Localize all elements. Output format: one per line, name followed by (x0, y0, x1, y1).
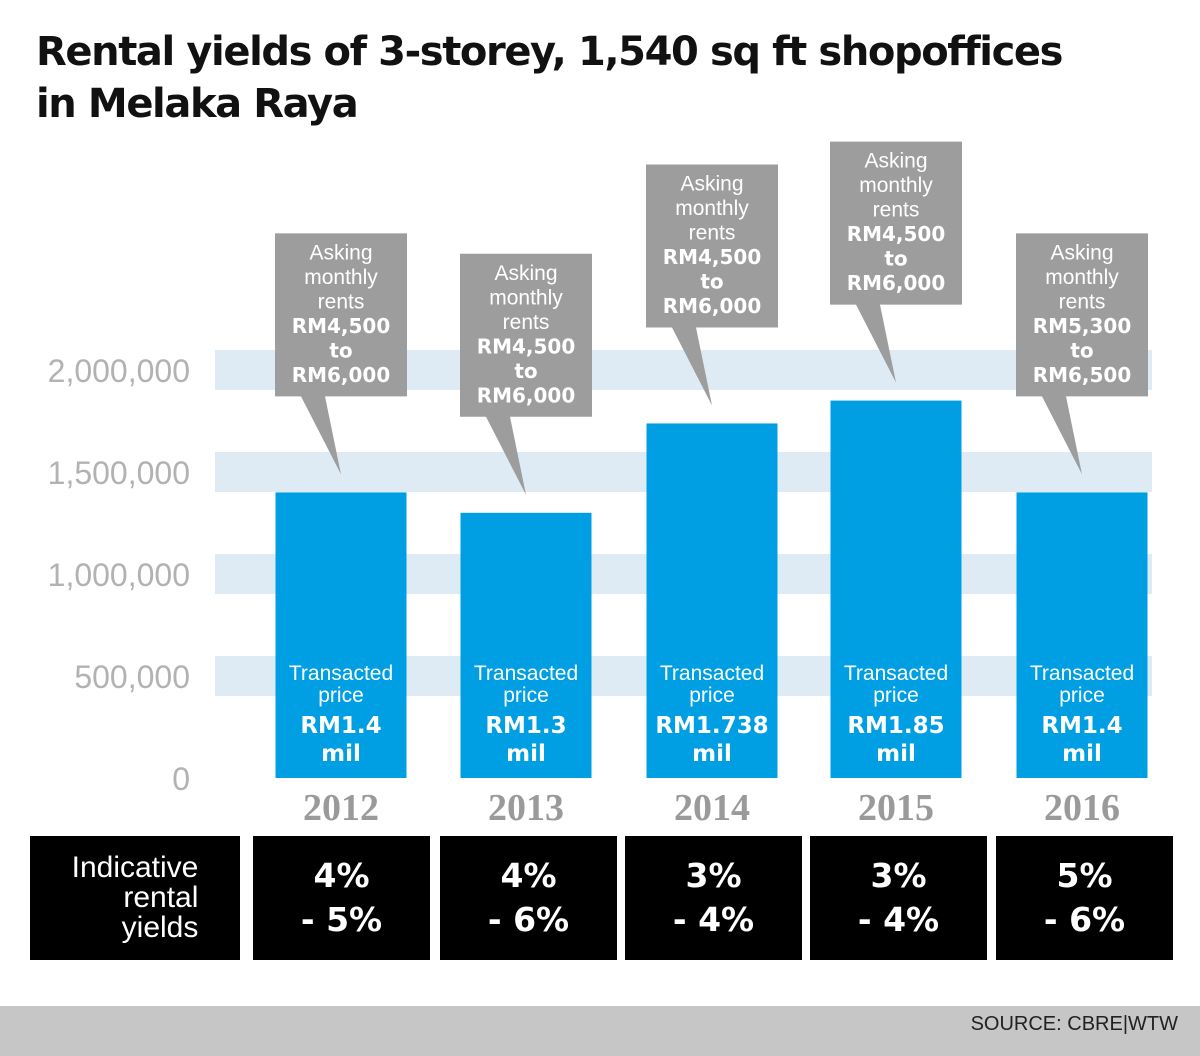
bar-value-3: RM1.85 (847, 713, 944, 739)
source-label: SOURCE: CBRE|WTW (970, 1013, 1178, 1035)
x-tick-label-1: 2013 (488, 787, 564, 829)
callout-label-4-1: monthly (1045, 266, 1119, 289)
y-tick-label-0: 0 (172, 761, 190, 797)
chart-title-line-1: Rental yields of 3-storey, 1,540 sq ft s… (36, 29, 1063, 75)
x-tick-label-3: 2015 (858, 787, 934, 829)
callout-2015 (830, 141, 962, 383)
bar-value-2: RM1.738 (655, 713, 768, 739)
bar-label-line-1-2: Transacted (660, 662, 764, 685)
callout-label-3-0: Asking (864, 150, 927, 173)
bar-label-line-2-0: price (318, 684, 364, 707)
y-tick-label-2: 1,000,000 (48, 557, 190, 593)
callout-label-3-1: monthly (859, 174, 933, 197)
callout-2013 (460, 253, 592, 495)
bar-chart: 0 500,000 1,000,000 1,500,000 2,000,000 Trans… (48, 141, 1152, 829)
callout-value-3-1: to (884, 247, 907, 271)
bar-2014 (646, 423, 778, 778)
callout-value-2-2: RM6,000 (663, 294, 762, 318)
callout-value-0-0: RM4,500 (292, 314, 391, 338)
callout-label-1-0: Asking (494, 262, 557, 285)
x-tick-label-0: 2012 (303, 787, 379, 829)
bar-value-unit-4: mil (1062, 741, 1102, 767)
chart-title: Rental yields of 3-storey, 1,540 sq ft s… (36, 26, 1176, 130)
callout-2016 (1016, 233, 1148, 475)
callout-value-4-0: RM5,300 (1033, 314, 1132, 338)
callout-value-2-0: RM4,500 (663, 245, 762, 269)
bar-value-4: RM1.4 (1041, 713, 1122, 739)
bar-label-line-2-1: price (503, 684, 549, 707)
chart-title-line-2: in Melaka Raya (36, 81, 359, 127)
yield-header-label: Indicative rental yields (71, 851, 199, 944)
bar-2013 (460, 512, 592, 778)
y-tick-label-1: 500,000 (74, 659, 190, 695)
callout-value-0-1: to (329, 338, 352, 362)
callout-label-2-2: rents (689, 221, 736, 244)
x-tick-label-4: 2016 (1044, 787, 1120, 829)
bar-label-line-1-4: Transacted (1030, 662, 1134, 685)
source-bar (0, 1006, 1200, 1056)
callout-label-1-1: monthly (489, 286, 563, 309)
x-tick-label-2: 2014 (674, 787, 750, 829)
bar-label-line-2-3: price (873, 684, 919, 707)
bar-label-line-1-0: Transacted (289, 662, 393, 685)
callout-label-3-2: rents (873, 199, 920, 222)
callout-value-3-2: RM6,000 (847, 271, 946, 295)
callout-label-4-2: rents (1059, 290, 1106, 313)
callout-label-0-2: rents (318, 290, 365, 313)
callout-value-2-1: to (700, 269, 723, 293)
bar-value-0: RM1.4 (300, 713, 381, 739)
callout-label-4-0: Asking (1050, 241, 1113, 264)
bar-value-unit-1: mil (506, 741, 546, 767)
callout-label-2-0: Asking (680, 172, 743, 195)
bar-2016 (1016, 492, 1148, 778)
callout-label-2-1: monthly (675, 197, 749, 220)
callout-value-3-0: RM4,500 (847, 222, 946, 246)
callout-value-4-2: RM6,500 (1033, 363, 1132, 387)
yield-2012: 4% - 5% (253, 836, 430, 960)
yield-2015: 3% - 4% (810, 836, 987, 960)
bar-2012 (275, 492, 407, 778)
callout-value-1-0: RM4,500 (477, 334, 576, 358)
yield-2014: 3% - 4% (625, 836, 802, 960)
bar-value-unit-0: mil (321, 741, 361, 767)
callout-value-0-2: RM6,000 (292, 363, 391, 387)
y-tick-label-4: 2,000,000 (48, 353, 190, 389)
bar-label-line-1-3: Transacted (844, 662, 948, 685)
bar-2015 (830, 400, 962, 778)
bar-value-1: RM1.3 (485, 713, 566, 739)
bar-label-line-2-4: price (1059, 684, 1105, 707)
callout-label-0-1: monthly (304, 266, 378, 289)
callout-value-1-1: to (514, 359, 537, 383)
callout-label-1-2: rents (503, 311, 550, 334)
y-tick-label-3: 1,500,000 (48, 455, 190, 491)
bar-label-line-2-2: price (689, 684, 735, 707)
yield-2016: 5% - 6% (996, 836, 1173, 960)
bar-value-unit-2: mil (692, 741, 732, 767)
callout-2014 (646, 164, 778, 406)
bar-value-unit-3: mil (876, 741, 916, 767)
callout-2012 (275, 233, 407, 475)
bar-label-line-1-1: Transacted (474, 662, 578, 685)
callout-value-1-2: RM6,000 (477, 383, 576, 407)
callout-label-0-0: Asking (309, 241, 372, 264)
callout-value-4-1: to (1070, 338, 1093, 362)
yield-header: Indicative rental yields (30, 836, 240, 960)
yield-2013: 4% - 6% (440, 836, 617, 960)
